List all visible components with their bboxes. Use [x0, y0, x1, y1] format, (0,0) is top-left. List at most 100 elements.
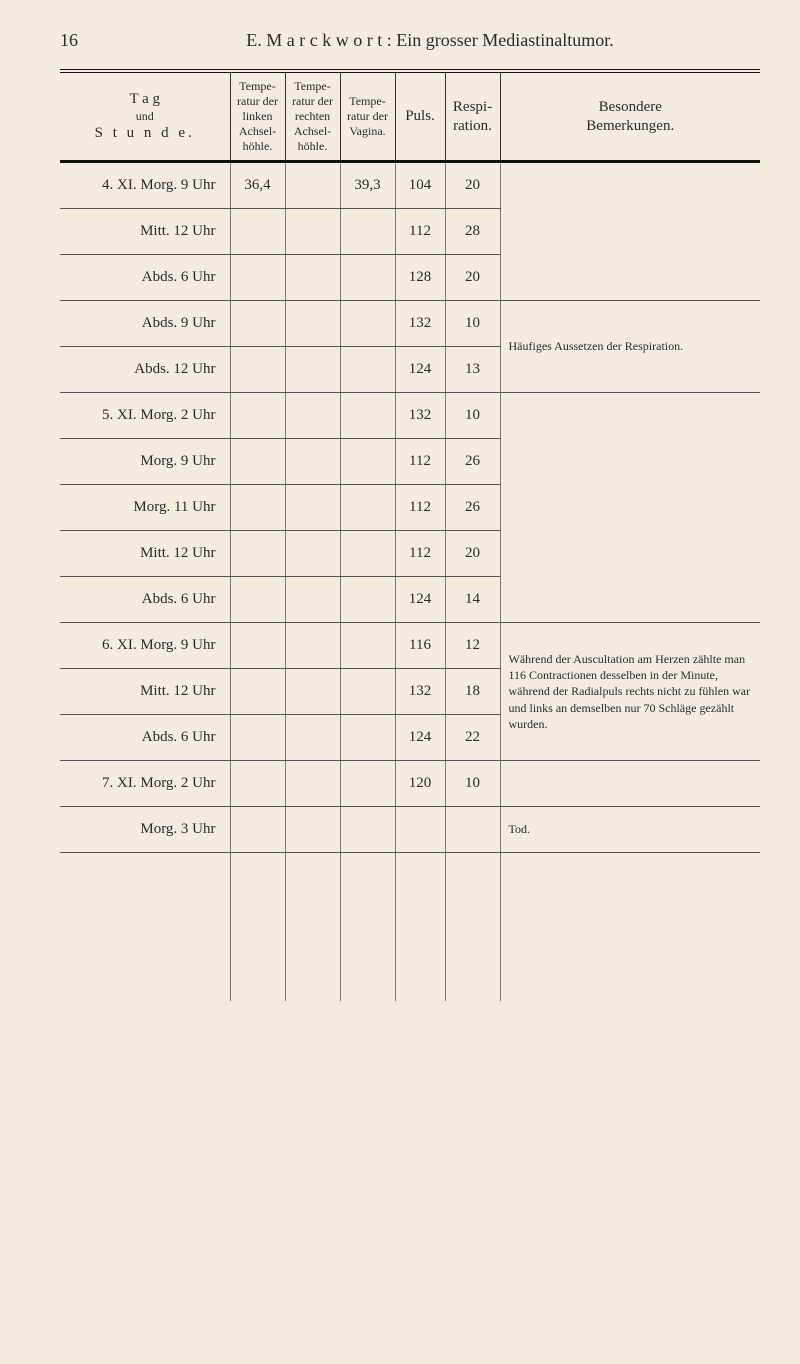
cell-temp-l [230, 807, 285, 853]
tr3: rechten [295, 109, 330, 123]
cell-vag [340, 669, 395, 715]
cell-temp-l [230, 761, 285, 807]
tr2: ratur der [292, 94, 333, 108]
cell-vag [340, 485, 395, 531]
table-row: Morg. 3 Uhr Tod. [60, 807, 760, 853]
cell-resp: 12 [445, 623, 500, 669]
cell-temp-l [230, 531, 285, 577]
cell-resp: 10 [445, 393, 500, 439]
tr1: Tempe- [294, 79, 330, 93]
tr4: Achsel- [294, 124, 331, 138]
cell-tag: Abds. 6 Uhr [60, 255, 230, 301]
col-temp-right: Tempe- ratur der rechten Achsel- höhle. [285, 71, 340, 162]
cell-resp: 26 [445, 439, 500, 485]
cell-puls [395, 807, 445, 853]
title-author: E. M a r c k w o r t : [246, 30, 391, 50]
cell-temp-l [230, 623, 285, 669]
table-row: 7. XI. Morg. 2 Uhr 120 10 [60, 761, 760, 807]
table-row: 4. XI. Morg. 9 Uhr 36,4 39,3 104 20 [60, 162, 760, 209]
cell-puls: 120 [395, 761, 445, 807]
cell-temp-r [285, 209, 340, 255]
tr5: höhle. [298, 139, 328, 153]
cell-temp-r [285, 715, 340, 761]
cell-empty [500, 853, 760, 1002]
page-title: E. M a r c k w o r t : Ein grosser Media… [100, 30, 760, 51]
cell-empty [395, 853, 445, 1002]
cell-temp-r [285, 623, 340, 669]
cell-resp: 13 [445, 347, 500, 393]
col-bemerkungen: Besondere Bemerkungen. [500, 71, 760, 162]
cell-temp-l: 36,4 [230, 162, 285, 209]
cell-vag [340, 531, 395, 577]
r2: ration. [453, 118, 492, 134]
cell-vag [340, 623, 395, 669]
cell-temp-r [285, 439, 340, 485]
cell-puls: 116 [395, 623, 445, 669]
cell-vag [340, 807, 395, 853]
cell-resp: 20 [445, 162, 500, 209]
tl1: Tempe- [239, 79, 275, 93]
table-row: Abds. 9 Uhr 132 10 Häufiges Aussetzen de… [60, 301, 760, 347]
r1: Respi- [453, 99, 492, 115]
cell-tag: Morg. 11 Uhr [60, 485, 230, 531]
cell-puls: 124 [395, 577, 445, 623]
cell-temp-r [285, 301, 340, 347]
col-tag: T a g und S t u n d e. [60, 71, 230, 162]
cell-temp-r [285, 393, 340, 439]
cell-tag: Mitt. 12 Uhr [60, 531, 230, 577]
col-tag-l3: S t u n d e. [95, 125, 195, 141]
cell-resp [445, 807, 500, 853]
v2: ratur der [347, 109, 388, 123]
observation-table: T a g und S t u n d e. Tempe- ratur der … [60, 69, 760, 1001]
cell-temp-l [230, 255, 285, 301]
cell-empty [230, 853, 285, 1002]
cell-temp-l [230, 577, 285, 623]
cell-resp: 10 [445, 761, 500, 807]
cell-bem [500, 393, 760, 623]
col-puls: Puls. [395, 71, 445, 162]
running-head: 16 E. M a r c k w o r t : Ein grosser Me… [60, 30, 760, 51]
cell-tag: 5. XI. Morg. 2 Uhr [60, 393, 230, 439]
cell-bem-note3: Tod. [500, 807, 760, 853]
cell-temp-r [285, 669, 340, 715]
tl5: höhle. [243, 139, 273, 153]
cell-puls: 132 [395, 301, 445, 347]
col-respiration: Respi- ration. [445, 71, 500, 162]
cell-temp-r [285, 761, 340, 807]
cell-empty [445, 853, 500, 1002]
cell-tag: Mitt. 12 Uhr [60, 209, 230, 255]
table-row: 5. XI. Morg. 2 Uhr 132 10 [60, 393, 760, 439]
v3: Vagina. [349, 124, 385, 138]
cell-vag [340, 439, 395, 485]
cell-vag [340, 347, 395, 393]
cell-resp: 22 [445, 715, 500, 761]
col-temp-left: Tempe- ratur der linken Achsel- höhle. [230, 71, 285, 162]
cell-bem-note1: Häufiges Aussetzen der Respiration. [500, 301, 760, 393]
table-row-empty [60, 853, 760, 1002]
cell-puls: 124 [395, 347, 445, 393]
cell-tag: 7. XI. Morg. 2 Uhr [60, 761, 230, 807]
table-row: 6. XI. Morg. 9 Uhr 116 12 Während der Au… [60, 623, 760, 669]
cell-puls: 112 [395, 209, 445, 255]
cell-vag [340, 393, 395, 439]
cell-resp: 10 [445, 301, 500, 347]
cell-puls: 132 [395, 669, 445, 715]
cell-temp-r [285, 255, 340, 301]
cell-bem-note2: Während der Ausculta­tion am Herzen zähl… [500, 623, 760, 761]
page-number: 16 [60, 30, 100, 51]
cell-tag: Morg. 9 Uhr [60, 439, 230, 485]
cell-tag: Abds. 6 Uhr [60, 577, 230, 623]
tl3: linken [243, 109, 273, 123]
col-tag-l2: und [136, 109, 154, 123]
cell-resp: 14 [445, 577, 500, 623]
cell-bem [500, 761, 760, 807]
cell-temp-r [285, 807, 340, 853]
tl2: ratur der [237, 94, 278, 108]
col-tag-l1: T a g [129, 91, 160, 107]
cell-vag [340, 761, 395, 807]
cell-tag: 6. XI. Morg. 9 Uhr [60, 623, 230, 669]
cell-puls: 104 [395, 162, 445, 209]
cell-temp-r [285, 531, 340, 577]
cell-temp-r [285, 347, 340, 393]
cell-tag: 4. XI. Morg. 9 Uhr [60, 162, 230, 209]
